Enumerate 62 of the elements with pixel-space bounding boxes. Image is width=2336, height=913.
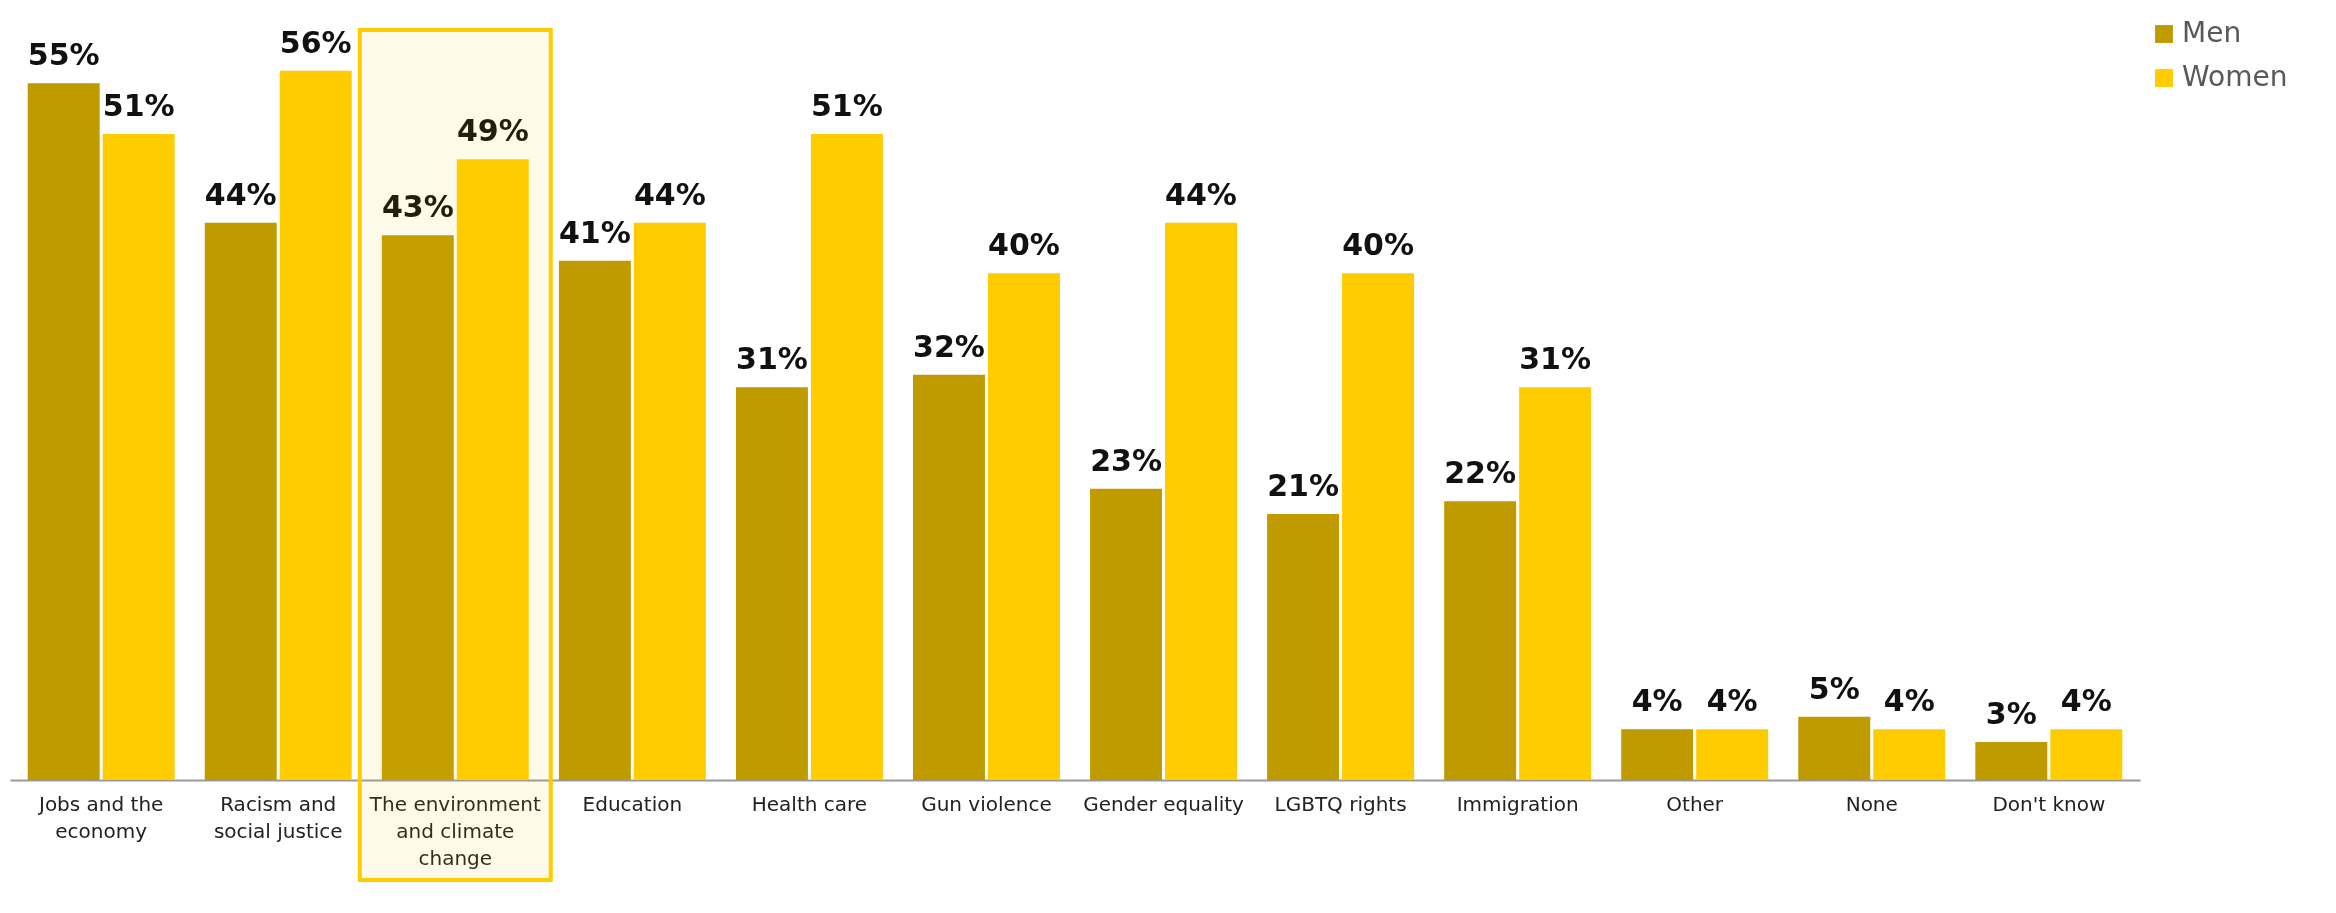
x-tick-label: Other — [1666, 791, 1724, 816]
bar — [1798, 716, 1871, 780]
data-label: 23% — [1090, 442, 1162, 478]
data-label: 4% — [1631, 683, 1683, 719]
legend-label: Women — [2182, 60, 2288, 93]
data-label: 55% — [27, 37, 100, 73]
data-label: 44% — [633, 176, 706, 212]
x-tick-label: Racism and social justice — [213, 791, 343, 843]
data-label: 4% — [1706, 683, 1758, 719]
x-tick-label: Immigration — [1456, 791, 1579, 816]
bar — [27, 83, 100, 780]
data-label: 4% — [2060, 683, 2112, 719]
legend-label: Men — [2182, 16, 2242, 49]
bar — [735, 387, 808, 780]
bar — [912, 374, 985, 780]
bar — [2050, 729, 2123, 780]
bar — [1621, 729, 1694, 780]
bar — [1165, 222, 1238, 780]
data-label: 40% — [1342, 227, 1414, 263]
data-label: 40% — [988, 227, 1060, 263]
bar — [1975, 742, 2048, 780]
data-label: 22% — [1444, 455, 1517, 491]
bar — [1090, 488, 1163, 780]
data-label: 3% — [1985, 696, 2037, 731]
bar — [456, 159, 529, 780]
x-tick-label: LGBTQ rights — [1274, 791, 1407, 816]
bar — [279, 70, 352, 780]
bar — [987, 273, 1060, 780]
data-label: 44% — [1165, 176, 1237, 212]
bar — [381, 235, 454, 780]
x-tick-label: Jobs and the economy — [36, 791, 164, 843]
bar — [102, 134, 175, 780]
bar — [633, 222, 706, 780]
data-label: 5% — [1808, 670, 1860, 706]
data-label: 32% — [913, 328, 985, 364]
data-label: 44% — [204, 176, 277, 212]
x-tick-label: Don't know — [1992, 791, 2106, 816]
data-label: 51% — [102, 88, 175, 123]
bar — [810, 134, 883, 780]
bar — [1873, 729, 1946, 780]
data-label: 51% — [811, 88, 883, 123]
bar — [1342, 273, 1415, 780]
data-label: 49% — [456, 113, 529, 149]
x-tick-label: Gun violence — [921, 791, 1052, 816]
data-label: 4% — [1883, 683, 1935, 719]
data-label: 41% — [558, 214, 631, 250]
bar — [1444, 501, 1517, 780]
data-label: 21% — [1267, 468, 1339, 503]
x-tick-label: None — [1845, 791, 1898, 816]
data-label: 31% — [736, 341, 808, 377]
x-tick-label: Gender equality — [1083, 791, 1245, 816]
bar — [1519, 387, 1592, 780]
bar — [1267, 514, 1340, 780]
data-label: 56% — [279, 24, 352, 60]
bar — [1696, 729, 1769, 780]
bar — [558, 260, 631, 780]
bar — [204, 222, 277, 780]
data-label: 43% — [381, 189, 454, 225]
x-tick-label: Education — [582, 791, 683, 816]
x-tick-label: The environment and climate change — [368, 791, 541, 870]
x-tick-label: Health care — [751, 791, 868, 816]
data-label: 31% — [1519, 341, 1592, 377]
